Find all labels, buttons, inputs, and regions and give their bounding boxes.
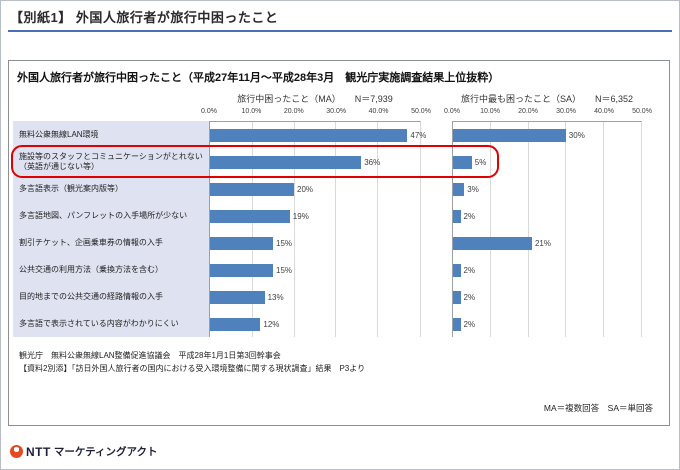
- bar-value-label: 19%: [292, 212, 309, 221]
- logo-text-ntt: NTT: [26, 444, 51, 459]
- bar: [453, 156, 472, 169]
- x-axis-ticks-ma: 0.0% 10.0% 20.0% 30.0% 40.0% 50.0%: [201, 108, 431, 119]
- category-label: 無料公衆無線LAN環境: [19, 129, 99, 139]
- bar-row: 36%: [210, 149, 420, 176]
- axis-tick-label: 10.0%: [480, 108, 500, 115]
- bar-row: 15%: [210, 230, 420, 257]
- bar: [453, 210, 461, 223]
- bar: [210, 156, 362, 169]
- bar-row: 2%: [453, 257, 641, 284]
- bar-row: 5%: [453, 149, 641, 176]
- bar-value-label: 12%: [263, 320, 280, 329]
- axis-tick-label: 40.0%: [594, 108, 614, 115]
- chart-series-name-sa: 旅行中最も困ったこと（SA）: [460, 94, 581, 104]
- bar-row: 47%: [210, 122, 426, 149]
- bar-value-label: 2%: [463, 293, 476, 302]
- bar-row: 3%: [453, 176, 641, 203]
- axis-tick-label: 30.0%: [556, 108, 576, 115]
- bar: [210, 183, 294, 196]
- ntt-logo-mark-icon: [10, 445, 23, 458]
- category-label: 施設等のスタッフとコミュニケーションがとれない （英語が通じない等）: [19, 151, 203, 171]
- source-line-1: 観光庁 無料公衆無線LAN整備促進協議会 平成28年1月1日第3回幹事会: [19, 351, 281, 360]
- category-labels-column: 無料公衆無線LAN環境施設等のスタッフとコミュニケーションがとれない （英語が通…: [13, 121, 209, 337]
- bar-plot-sa: 30% 5% 3% 2% 21% 2% 2% 2%: [452, 121, 642, 337]
- axis-tick-label: 0.0%: [444, 108, 460, 115]
- bar-row: 30%: [453, 122, 641, 149]
- bar-row: 13%: [210, 284, 420, 311]
- bar-value-label: 47%: [410, 131, 427, 140]
- bar: [210, 237, 273, 250]
- category-label: 多言語地図、パンフレットの入手場所が少ない: [19, 210, 188, 220]
- bar-row: 2%: [453, 311, 641, 338]
- bar: [210, 129, 408, 142]
- bar: [210, 318, 261, 331]
- bar: [453, 318, 461, 331]
- bar-value-label: 2%: [463, 320, 476, 329]
- source-line-2: 【資料2別添】「訪日外国人旅行者の国内における受入環境整備に関する現状調査」結果…: [19, 364, 366, 373]
- category-label: 割引チケット、企画乗車券の情報の入手: [19, 237, 163, 247]
- bar-value-label: 2%: [463, 212, 476, 221]
- ntt-logo: NTT マーケティングアクト: [10, 444, 157, 459]
- legend-note: MA＝複数回答 SA＝単回答: [543, 403, 653, 413]
- bar-row: 21%: [453, 230, 641, 257]
- bar: [453, 291, 461, 304]
- bar-value-label: 30%: [568, 131, 585, 140]
- survey-result-panel: 外国人旅行者が旅行中困ったこと（平成27年11月～平成28年3月 観光庁実施調査…: [8, 60, 670, 426]
- chart-n-label-ma: N＝7,939: [354, 94, 393, 104]
- bar-value-label: 15%: [276, 239, 293, 248]
- axis-tick-label: 50.0%: [632, 108, 652, 115]
- bar-value-label: 2%: [463, 266, 476, 275]
- bar: [453, 237, 532, 250]
- axis-tick-label: 20.0%: [518, 108, 538, 115]
- category-label: 多言語表示（観光案内版等）: [19, 183, 123, 193]
- chart-header-ma: 旅行中困ったこと（MA） N＝7,939: [209, 92, 421, 105]
- bar-value-label: 5%: [474, 158, 487, 167]
- header-divider: [8, 30, 672, 32]
- bar-row: 19%: [210, 203, 420, 230]
- chart-header-sa: 旅行中最も困ったこと（SA） N＝6,352: [452, 92, 642, 105]
- bar-row: 12%: [210, 311, 420, 338]
- bar-value-label: 13%: [267, 293, 284, 302]
- bar: [210, 210, 290, 223]
- bar-row: 2%: [453, 284, 641, 311]
- chart-series-name-ma: 旅行中困ったこと（MA）: [237, 94, 341, 104]
- category-label: 目的地までの公共交通の経路情報の入手: [19, 291, 163, 301]
- bar-row: 2%: [453, 203, 641, 230]
- bar: [453, 183, 465, 196]
- bar-plot-ma: 47% 36% 20% 19% 15% 15% 13% 12%: [209, 121, 426, 338]
- bar-value-label: 15%: [276, 266, 293, 275]
- x-axis-ticks-sa: 0.0% 10.0% 20.0% 30.0% 40.0% 50.0%: [444, 108, 652, 119]
- axis-tick-label: 50.0%: [411, 108, 431, 115]
- chart-n-label-sa: N＝6,352: [594, 94, 634, 104]
- bar-row: 15%: [210, 257, 420, 284]
- axis-tick-label: 10.0%: [241, 108, 262, 115]
- bar-value-label: 21%: [534, 239, 551, 248]
- page-title: 【別紙1】 外国人旅行者が旅行中困ったこと: [10, 10, 279, 25]
- panel-title: 外国人旅行者が旅行中困ったこと（平成27年11月～平成28年3月 観光庁実施調査…: [17, 72, 500, 84]
- bar: [453, 264, 461, 277]
- category-label: 公共交通の利用方法（乗換方法を含む）: [19, 264, 163, 274]
- bar: [210, 291, 265, 304]
- logo-text-marketing-act: マーケティングアクト: [53, 446, 158, 458]
- bar-value-label: 3%: [467, 185, 479, 194]
- category-label: 多言語で表示されている内容がわかりにくい: [19, 318, 179, 328]
- axis-tick-label: 30.0%: [326, 108, 347, 115]
- axis-tick-label: 20.0%: [283, 108, 304, 115]
- bar-value-label: 20%: [297, 185, 314, 194]
- bar: [453, 129, 566, 142]
- bar-row: 20%: [210, 176, 420, 203]
- axis-tick-label: 0.0%: [201, 108, 217, 115]
- bar: [210, 264, 273, 277]
- axis-tick-label: 40.0%: [368, 108, 389, 115]
- bar-value-label: 36%: [364, 158, 381, 167]
